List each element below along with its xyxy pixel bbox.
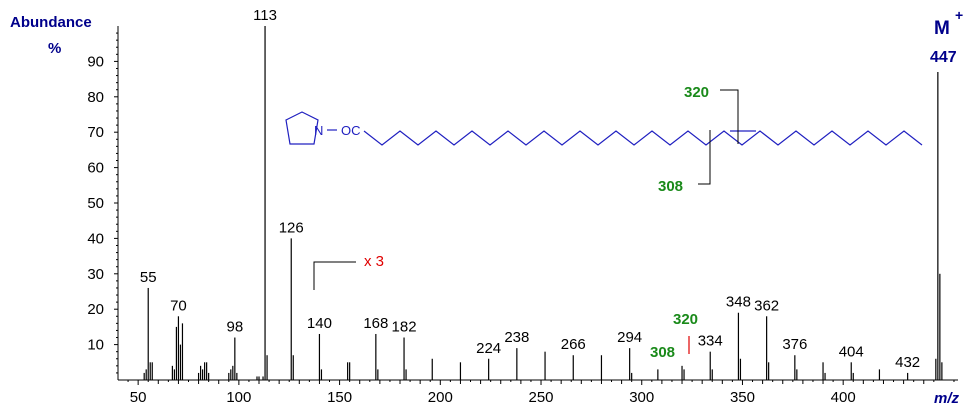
molecule-structure: N OC 320 308 [285, 84, 923, 195]
peak-label: 294 [617, 329, 642, 346]
y-tick-label: 20 [87, 301, 104, 318]
cleavage-bracket-320 [720, 89, 739, 144]
peak-label: 70 [170, 297, 187, 314]
peak-label: 238 [504, 329, 529, 346]
peak-label: 224 [476, 340, 501, 357]
peak-label: 182 [392, 319, 417, 336]
y-tick-label: 60 [87, 160, 104, 177]
molecular-ion-charge: + [955, 7, 963, 23]
x-tick-label: 50 [130, 389, 147, 406]
structure-carbonyl: OC [341, 123, 361, 138]
x-ticks: 50 100 150 200 250 300 350 400 [127, 380, 955, 406]
y-tick-label: 90 [87, 53, 104, 70]
y-tick-label: 10 [87, 337, 104, 354]
y-ticks: 10 20 30 40 50 60 70 80 90 [87, 32, 118, 374]
x-tick-label: 200 [428, 389, 453, 406]
peak-label: 266 [561, 336, 586, 353]
x-tick-label: 400 [831, 389, 856, 406]
y-tick-label: 30 [87, 266, 104, 283]
y-tick-label: 70 [87, 124, 104, 141]
peak-label: 126 [279, 219, 304, 236]
peak-label: 376 [782, 336, 807, 353]
fragment-308-structure-label: 308 [658, 178, 683, 195]
peak-label: 168 [363, 315, 388, 332]
peak-label: 362 [754, 297, 779, 314]
structure-nitrogen: N [314, 123, 323, 138]
peak-label: 98 [226, 319, 243, 336]
x-tick-label: 150 [327, 389, 352, 406]
peak-label: 404 [839, 343, 864, 360]
peak-label: 55 [140, 269, 157, 286]
fragment-320-peak-label: 320 [673, 311, 698, 328]
scale-bracket [313, 261, 356, 290]
x-tick-label: 250 [529, 389, 554, 406]
fragment-320-structure-label: 320 [684, 84, 709, 101]
peak-label: 432 [895, 354, 920, 371]
y-tick-label: 80 [87, 89, 104, 106]
x-tick-label: 100 [226, 389, 251, 406]
peak-label: 348 [726, 294, 751, 311]
peak-bars [143, 26, 943, 380]
y-tick-label: 40 [87, 230, 104, 247]
y-tick-label: 50 [87, 195, 104, 212]
alkyl-chain [363, 130, 923, 146]
scale-note: x 3 [364, 253, 384, 270]
x-tick-label: 350 [730, 389, 755, 406]
molecular-ion-mz: 447 [930, 49, 957, 66]
molecular-ion-label: M [934, 18, 950, 39]
peak-label: 113 [253, 7, 277, 24]
peak-label: 140 [307, 315, 332, 332]
peak-label: 334 [698, 333, 723, 350]
x-tick-label: 300 [629, 389, 654, 406]
fragment-308-peak-label: 308 [650, 344, 675, 361]
y-axis-unit: % [48, 40, 61, 57]
cleavage-bracket-308 [698, 130, 711, 185]
pyrrolidine-ring [285, 111, 319, 145]
y-axis-title: Abundance [10, 14, 92, 31]
x-axis-title: m/z [934, 390, 960, 407]
